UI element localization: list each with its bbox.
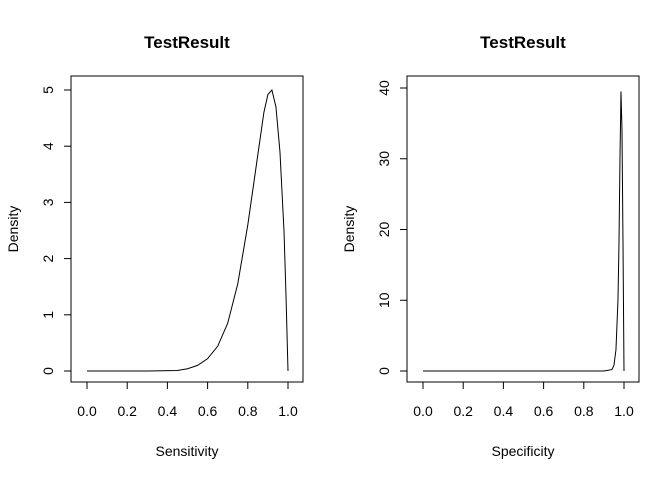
chart-title: TestResult: [144, 33, 230, 52]
density-curve-specificity: [423, 91, 625, 372]
x-tick-label: 0.2: [453, 403, 473, 419]
y-tick-label: 3: [40, 198, 56, 206]
x-tick-label: 1.0: [614, 403, 634, 419]
y-axis-label: Density: [5, 206, 21, 253]
y-tick-label: 1: [40, 311, 56, 319]
y-tick-label: 40: [376, 80, 392, 96]
chart-panel-sensitivity: TestResult 0 1 2 3 4 5 0.0 0.2 0.4 0.6 0.8 1.0 Sen…: [5, 33, 304, 459]
x-axis-label: Sensitivity: [155, 443, 218, 459]
density-curve-sensitivity: [87, 88, 289, 372]
x-axis-label: Specificity: [491, 443, 554, 459]
plot-frame: [70, 75, 304, 383]
x-tick-label: 0.8: [238, 403, 258, 419]
y-tick-label: 5: [40, 86, 56, 94]
x-tick-label: 0.2: [117, 403, 137, 419]
x-tick-label: 0.4: [494, 403, 514, 419]
x-tick-label: 0.6: [534, 403, 554, 419]
x-tick-label: 0.0: [77, 403, 97, 419]
chart-title: TestResult: [480, 33, 566, 52]
y-tick-label: 2: [40, 254, 56, 262]
x-tick-label: 1.0: [278, 403, 298, 419]
y-tick-label: 0: [376, 367, 392, 375]
y-tick-label: 20: [376, 222, 392, 238]
x-tick-label: 0.0: [413, 403, 433, 419]
y-tick-label: 10: [376, 292, 392, 308]
y-tick-label: 30: [376, 151, 392, 167]
y-tick-label: 4: [40, 142, 56, 150]
y-axis-label: Density: [341, 206, 357, 253]
x-tick-label: 0.6: [198, 403, 218, 419]
x-tick-label: 0.4: [158, 403, 178, 419]
y-tick-label: 0: [40, 367, 56, 375]
x-tick-label: 0.8: [574, 403, 594, 419]
